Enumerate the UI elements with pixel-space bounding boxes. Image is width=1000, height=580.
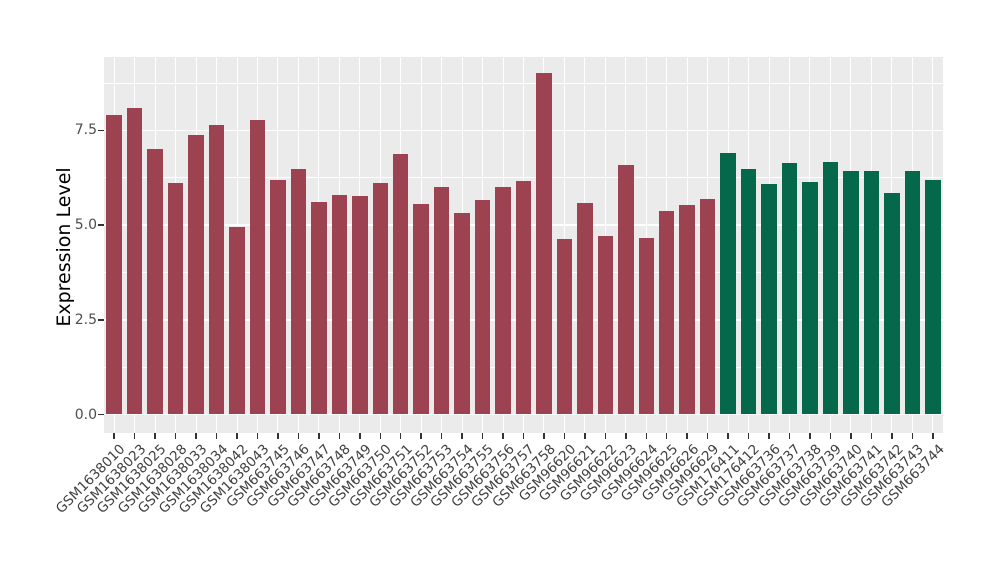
major-gridline [104,129,943,132]
bar [618,164,634,415]
bar [925,180,941,415]
x-tick-mark [706,433,709,439]
x-tick-mark [113,433,115,439]
x-tick-mark [911,433,914,439]
bar [167,183,184,415]
x-tick-mark [543,433,545,439]
x-tick-mark [584,433,586,439]
bar [433,187,450,415]
x-tick-mark [256,433,259,439]
x-tick-mark [195,433,197,439]
bar [536,72,552,415]
y-tick-mark [98,319,104,321]
x-tick-mark [788,433,791,439]
bar [699,198,716,415]
x-tick-mark [215,433,218,439]
bar [392,154,409,415]
bar [270,179,286,415]
bar [454,213,470,415]
bar [556,238,573,415]
x-tick-mark [318,433,320,439]
bar [597,236,614,415]
bar [413,203,429,415]
x-tick-mark [440,433,443,439]
bar [884,192,900,415]
x-tick-mark [747,433,750,439]
major-gridline [104,413,943,416]
x-tick-mark [461,433,463,439]
y-tick-label: 7.5 [74,122,97,139]
bar [372,182,388,415]
bar [290,169,307,415]
bar [740,168,757,415]
y-tick-label: 2.5 [74,311,97,328]
x-tick-mark [174,433,177,439]
x-tick-mark [481,433,484,439]
bar [331,194,348,415]
x-tick-mark [645,433,648,439]
bar [229,227,245,415]
x-tick-mark [768,433,770,439]
y-tick-label: 0.0 [74,406,97,423]
x-tick-mark [829,433,832,439]
x-tick-mark [891,433,893,439]
y-tick-mark [98,224,104,226]
x-tick-mark [727,433,729,439]
bar [106,115,122,415]
x-tick-mark [154,433,156,439]
bar [147,149,163,415]
y-axis-title: Expression Level [53,167,75,327]
x-tick-mark [850,433,852,439]
bar [802,181,818,415]
x-tick-mark [563,433,566,439]
y-tick-mark [98,413,104,416]
x-tick-mark [625,433,627,439]
bar [249,119,266,415]
x-tick-mark [359,433,361,439]
y-tick-mark [98,129,104,132]
bar [495,186,511,415]
x-tick-mark [338,433,341,439]
x-tick-mark [379,433,381,439]
x-tick-mark [399,433,402,439]
x-tick-mark [604,433,607,439]
bar [863,170,880,415]
bar [352,195,368,415]
bar [188,135,204,415]
bar [311,202,327,415]
x-tick-mark [133,433,136,439]
x-tick-mark [297,433,300,439]
x-tick-mark [686,433,688,439]
bar [679,204,695,415]
bar [126,107,143,415]
x-tick-mark [932,433,934,439]
plot-panel [104,57,943,433]
bar [577,202,593,415]
bar [638,238,655,415]
minor-gridline [104,82,943,84]
x-tick-mark [236,433,238,439]
bar [904,171,921,415]
bar [515,181,532,415]
y-tick-label: 5.0 [74,217,97,234]
x-tick-mark [277,433,279,439]
bar [761,184,777,415]
minor-gridline [104,177,943,179]
x-tick-mark [502,433,504,439]
x-tick-mark [522,433,525,439]
bar [658,210,675,415]
bar [208,124,225,415]
x-tick-mark [420,433,422,439]
bar [474,200,491,415]
bar [720,153,736,415]
x-tick-mark [665,433,668,439]
x-tick-mark [870,433,873,439]
x-tick-mark [809,433,811,439]
bar [781,163,798,415]
bar [843,171,859,415]
bar [822,162,839,415]
